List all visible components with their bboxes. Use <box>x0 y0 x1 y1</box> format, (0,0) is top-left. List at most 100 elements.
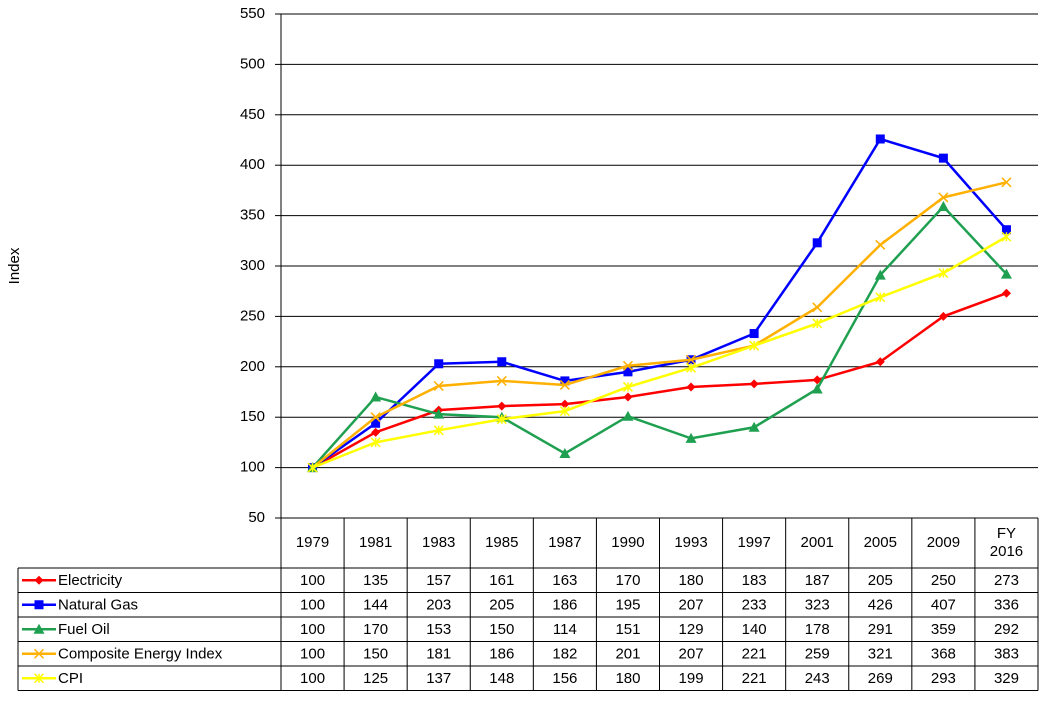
table-value: 182 <box>552 646 577 663</box>
legend-label: Fuel Oil <box>58 621 110 638</box>
marker <box>1000 268 1012 279</box>
marker <box>875 134 885 144</box>
marker <box>749 329 759 339</box>
marker <box>622 410 634 421</box>
x-tick-label: 2005 <box>864 534 897 551</box>
table-value: 203 <box>426 597 451 614</box>
table-value: 426 <box>868 597 893 614</box>
table-value: 150 <box>363 646 388 663</box>
y-tick-label: 100 <box>240 459 265 476</box>
series-line <box>311 292 1007 469</box>
marker <box>1001 177 1012 188</box>
marker <box>370 412 381 423</box>
marker <box>938 192 949 203</box>
y-tick-label: 500 <box>240 55 265 72</box>
table-value: 180 <box>679 572 704 589</box>
table-value: 273 <box>994 572 1019 589</box>
legend-marker <box>33 623 45 634</box>
table-value: 135 <box>363 572 388 589</box>
series-line <box>311 137 1008 469</box>
marker <box>685 432 697 443</box>
marker <box>497 401 507 411</box>
marker <box>812 302 823 313</box>
legend-marker <box>34 575 44 585</box>
marker <box>1001 231 1012 242</box>
table-value: 100 <box>300 670 325 687</box>
marker <box>622 360 633 371</box>
marker <box>623 367 633 377</box>
table-value: 407 <box>931 597 956 614</box>
table-value: 207 <box>679 597 704 614</box>
x-tick-label: 1983 <box>422 534 455 551</box>
legend-label: Natural Gas <box>58 597 138 614</box>
marker <box>496 375 507 386</box>
table-value: 181 <box>426 646 451 663</box>
table-value: 137 <box>426 670 451 687</box>
legend-marker <box>33 648 45 659</box>
table-value: 199 <box>679 670 704 687</box>
series-line <box>311 181 1007 469</box>
table-value: 178 <box>805 621 830 638</box>
x-tick-label: 1979 <box>296 534 329 551</box>
marker <box>371 427 381 437</box>
table-value: 170 <box>615 572 640 589</box>
x-tick-label: 1987 <box>548 534 581 551</box>
y-tick-label: 300 <box>240 257 265 274</box>
legend-label: CPI <box>58 670 83 687</box>
marker <box>686 382 696 392</box>
table-value: 129 <box>679 621 704 638</box>
marker <box>874 269 886 280</box>
series-line <box>312 235 1008 469</box>
legend-marker <box>33 673 45 684</box>
marker <box>370 437 381 448</box>
marker <box>433 380 444 391</box>
marker <box>938 268 949 279</box>
marker <box>938 153 948 163</box>
marker <box>875 239 886 250</box>
table-value: 321 <box>868 646 893 663</box>
marker <box>559 447 571 458</box>
marker <box>559 406 570 417</box>
table-value: 269 <box>868 670 893 687</box>
legend-label: Electricity <box>58 572 123 589</box>
table-value: 195 <box>615 597 640 614</box>
marker <box>875 357 885 367</box>
marker <box>560 399 570 409</box>
table-value: 368 <box>931 646 956 663</box>
marker <box>748 421 760 432</box>
table-value: 293 <box>931 670 956 687</box>
marker <box>560 376 570 386</box>
table-value: 183 <box>742 572 767 589</box>
legend-marker <box>34 600 44 610</box>
x-tick-label: 1990 <box>611 534 644 551</box>
table-value: 221 <box>742 670 767 687</box>
table-value: 156 <box>552 670 577 687</box>
marker <box>749 340 760 351</box>
series-line <box>311 204 1008 469</box>
marker <box>623 392 633 402</box>
x-tick-label: 1997 <box>737 534 770 551</box>
y-axis-label: Index <box>6 247 23 284</box>
marker <box>497 357 507 367</box>
marker <box>433 425 444 436</box>
y-tick-label: 550 <box>240 5 265 22</box>
marker <box>811 383 823 394</box>
x-tick-label: FY 2016 <box>990 525 1023 560</box>
table-value: 186 <box>489 646 514 663</box>
marker <box>938 311 948 321</box>
table-value: 170 <box>363 621 388 638</box>
table-value: 243 <box>805 670 830 687</box>
marker <box>434 359 444 369</box>
y-tick-label: 350 <box>240 207 265 224</box>
table-value: 259 <box>805 646 830 663</box>
table-value: 163 <box>552 572 577 589</box>
table-value: 383 <box>994 646 1019 663</box>
table-value: 114 <box>553 621 577 638</box>
table-value: 221 <box>742 646 767 663</box>
marker <box>1001 225 1011 235</box>
marker <box>307 462 318 473</box>
x-tick-label: 1981 <box>359 534 392 551</box>
table-value: 336 <box>994 597 1019 614</box>
table-value: 250 <box>931 572 956 589</box>
